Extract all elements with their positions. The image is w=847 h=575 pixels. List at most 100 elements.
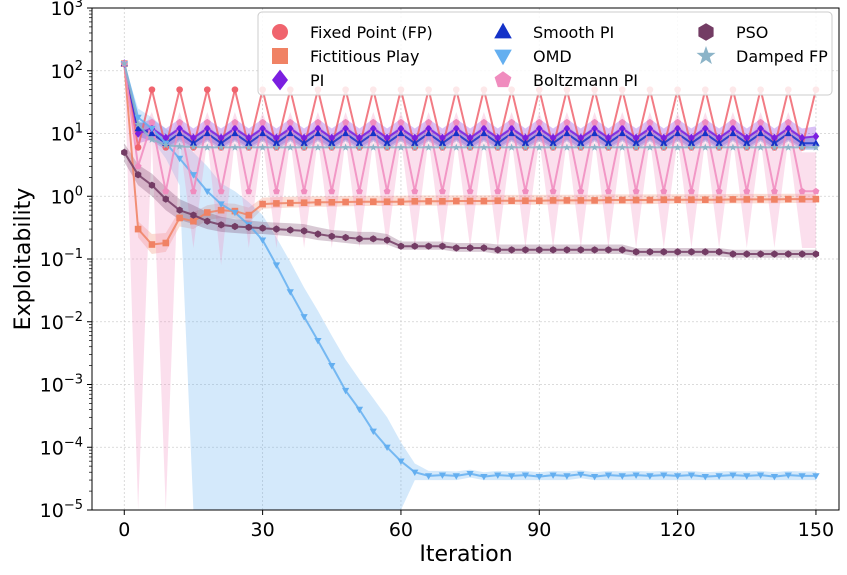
point-square [176,214,183,222]
point-triangle-down [355,406,364,414]
point-square [425,198,432,205]
point-hexagon [370,235,377,243]
point-triangle-up [369,129,377,137]
point-star [314,143,322,151]
point-pentagon [217,187,225,195]
point-diamond [798,133,806,143]
legend: Fixed Point (FP) Fictitious Play PI Smooth … [257,11,833,96]
point-hexagon [425,242,432,250]
point-square [245,211,253,219]
point-diamond [660,133,668,143]
point-triangle-down [508,473,516,480]
point-star [742,143,751,151]
point-square [480,197,488,205]
point-triangle-up [715,139,723,146]
point-hexagon [508,246,515,254]
point-triangle-up [466,139,474,146]
y-tick-label: 102 [51,59,83,83]
point-triangle-up [425,129,433,137]
point-star [272,143,281,151]
point-hexagon [591,246,598,254]
point-pentagon [259,118,267,126]
point-hexagon [204,217,211,225]
point-pentagon [356,187,363,195]
point-diamond [743,133,751,143]
point-hexagon [356,235,363,243]
point-square [162,239,170,247]
point-hexagon [633,248,640,256]
point-triangle-up [687,139,696,146]
point-hexagon [301,227,308,235]
point-triangle-down [148,125,156,133]
point-square [688,196,695,203]
point-diamond [729,124,737,133]
point-pentagon [660,187,668,195]
point-star [521,143,530,151]
point-triangle-down [604,472,613,479]
point-star [632,143,640,151]
point-triangle-down [425,473,433,480]
x-tick-label: 60 [389,519,413,541]
point-star [383,143,391,151]
point-triangle-up [480,129,488,137]
x-axis-ticks: 0 30 60 90 120 150 [118,510,834,541]
point-diamond [259,124,266,133]
point-triangle-up [701,129,709,137]
point-pentagon [508,118,516,126]
point-star [369,143,378,151]
point-triangle-up [798,139,806,146]
band-hexagon [124,143,816,258]
point-diamond [411,133,419,143]
point-hexagon [121,148,128,156]
point-hexagon [162,195,169,203]
point-hexagon [550,246,557,254]
point-star [646,143,654,151]
point-star [729,143,737,151]
point-triangle-down [757,472,765,479]
point-square [660,196,668,203]
point-circle [203,86,211,93]
point-triangle-up [272,139,281,146]
point-pentagon [701,118,709,126]
point-diamond [231,124,239,133]
legend-marker [494,49,512,66]
point-star [355,143,364,151]
point-square [702,196,709,203]
point-star [798,143,806,151]
point-pentagon [439,187,446,195]
point-triangle-down [300,314,308,321]
point-star [189,142,198,151]
point-star [231,143,239,151]
point-triangle-down [231,209,239,217]
point-hexagon [135,171,142,179]
point-pentagon [535,118,543,126]
point-star [120,59,129,67]
point-pentagon [729,118,737,126]
point-pentagon [190,187,197,195]
point-diamond [162,133,170,143]
point-triangle-up [521,139,530,146]
point-pentagon [286,118,294,126]
point-diamond [522,133,529,143]
point-pentagon [480,118,488,126]
point-diamond [605,133,612,143]
point-diamond [466,133,474,143]
legend-label: Boltzmann PI [533,71,638,90]
point-circle [231,86,239,93]
point-hexagon [522,246,529,254]
point-square [190,217,197,225]
point-triangle-down [646,473,654,480]
point-square [342,198,349,206]
point-star [507,143,516,151]
point-triangle-down [660,472,668,479]
point-star [756,143,765,151]
point-triangle-up [784,129,792,137]
point-square [259,200,266,208]
point-pentagon [605,187,612,195]
point-pentagon [383,187,391,195]
point-diamond [176,124,183,133]
point-triangle-down [189,172,198,179]
point-triangle-up [535,129,543,137]
point-triangle-down [342,387,350,395]
point-triangle-up [134,124,142,132]
